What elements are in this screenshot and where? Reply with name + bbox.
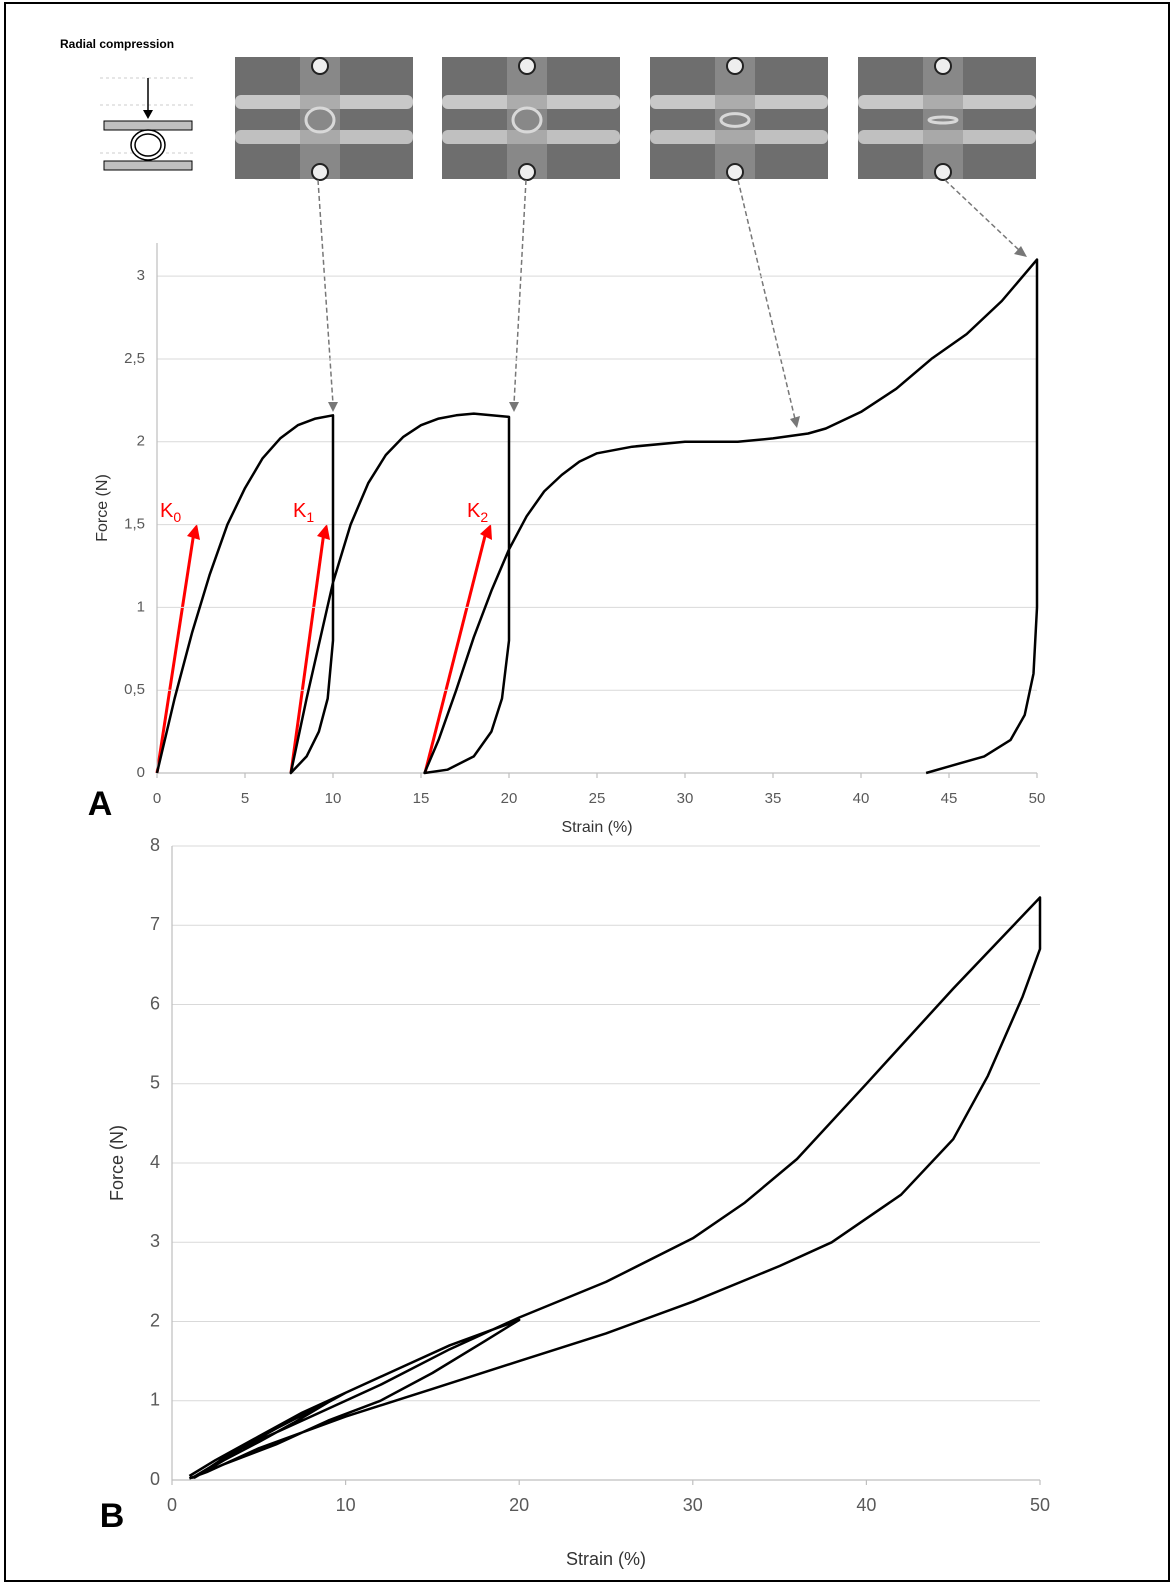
y-tick-label: 3 — [137, 267, 145, 284]
frame — [4, 2, 1170, 1582]
photo-ring — [927, 115, 959, 125]
x-tick-label: 30 — [677, 790, 694, 807]
x-tick-label: 30 — [683, 1495, 703, 1515]
pointer-arrows — [317, 179, 1021, 420]
photo-marker — [726, 163, 744, 181]
x-tick-label: 40 — [856, 1495, 876, 1515]
x-axis-title: Strain (%) — [566, 1549, 646, 1569]
y-tick-label: 2 — [137, 433, 145, 450]
x-tick-label: 10 — [325, 790, 342, 807]
photo-marker — [518, 163, 536, 181]
x-tick-label: 0 — [153, 790, 161, 807]
y-tick-label: 4 — [150, 1152, 160, 1172]
photos — [235, 57, 1036, 181]
photo-ring — [304, 106, 336, 134]
x-tick-label: 20 — [509, 1495, 529, 1515]
x-tick-label: 50 — [1030, 1495, 1050, 1515]
stiffness-subscript: 0 — [173, 509, 181, 525]
stiffness-subscript: 2 — [480, 509, 488, 525]
pointer-heads — [328, 246, 1027, 428]
y-tick-label: 2 — [150, 1310, 160, 1330]
photo-marker — [518, 57, 536, 75]
y-tick-label: 0 — [150, 1469, 160, 1489]
photo-marker — [311, 57, 329, 75]
stiffness-symbol: K — [467, 500, 481, 522]
y-tick-label: 1 — [150, 1390, 160, 1410]
photo-marker — [934, 57, 952, 75]
x-tick-label: 15 — [413, 790, 430, 807]
y-tick-label: 5 — [150, 1073, 160, 1093]
x-tick-label: 45 — [941, 790, 958, 807]
x-tick-label: 35 — [765, 790, 782, 807]
y-axis-title: Force (N) — [107, 1125, 127, 1201]
x-axis-title: Strain (%) — [561, 819, 632, 836]
stiffness-arrows — [155, 524, 492, 774]
photo-marker — [726, 57, 744, 75]
y-tick-label: 7 — [150, 914, 160, 934]
stiffness-symbol: K — [160, 500, 174, 522]
x-tick-label: 25 — [589, 790, 606, 807]
x-tick-label: 20 — [501, 790, 518, 807]
stiffness-subscript: 1 — [306, 509, 314, 525]
x-tick-label: 0 — [167, 1495, 177, 1515]
panel-label: B — [100, 1497, 125, 1535]
stiffness-label: K0 — [160, 500, 181, 524]
data-line — [188, 896, 1042, 1480]
y-tick-label: 6 — [150, 993, 160, 1013]
x-tick-label: 5 — [241, 790, 249, 807]
photo-ring — [719, 112, 751, 128]
x-tick-label: 10 — [336, 1495, 356, 1515]
schematic-title: Radial compression — [60, 37, 174, 51]
schematic — [100, 77, 196, 171]
photo-marker — [934, 163, 952, 181]
stiffness-symbol: K — [293, 500, 307, 522]
y-tick-label: 1 — [137, 598, 145, 615]
y-tick-label: 2,5 — [124, 350, 145, 367]
photo-ring — [511, 106, 543, 134]
stiffness-label: K1 — [293, 500, 314, 524]
y-tick-label: 0,5 — [124, 681, 145, 698]
stiffness-label: K2 — [467, 500, 488, 524]
data-line — [155, 258, 1039, 775]
y-axis-title: Force (N) — [94, 474, 111, 542]
y-tick-label: 8 — [150, 835, 160, 855]
x-tick-label: 50 — [1029, 790, 1046, 807]
y-tick-label: 1,5 — [124, 516, 145, 533]
x-tick-label: 40 — [853, 790, 870, 807]
y-tick-label: 0 — [137, 764, 145, 781]
y-tick-label: 3 — [150, 1231, 160, 1251]
photo-marker — [311, 163, 329, 181]
panel-label: A — [88, 785, 113, 823]
